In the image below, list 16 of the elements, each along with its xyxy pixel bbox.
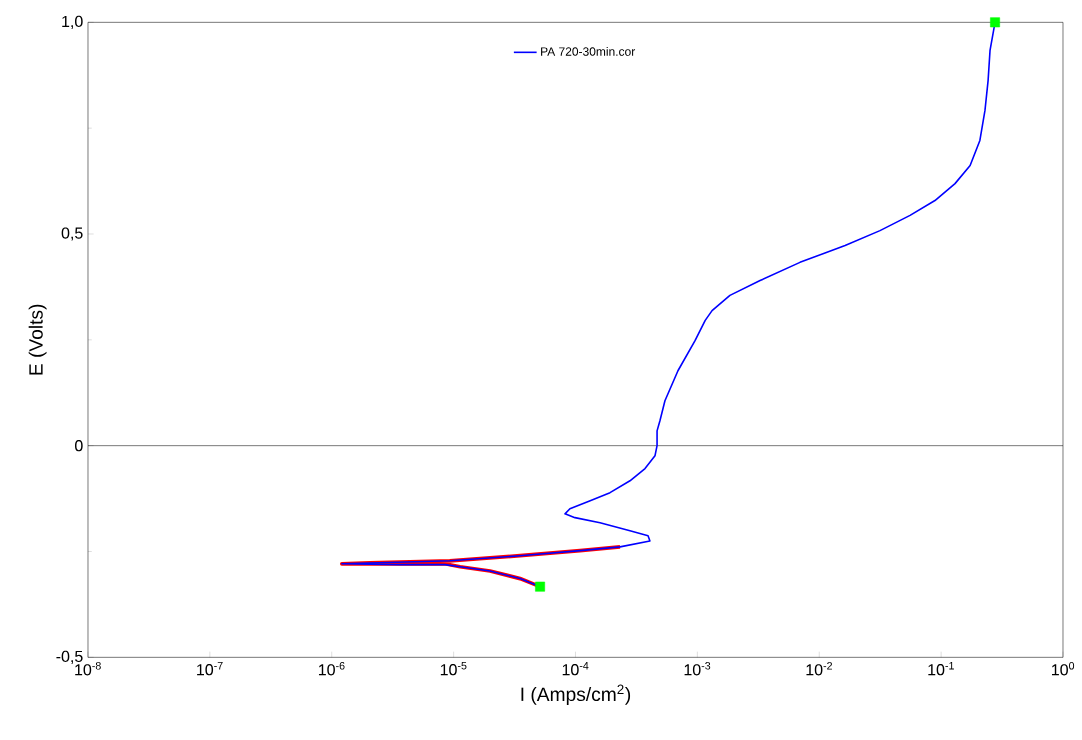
x-tick-label: 10$^{-5}$ [440,662,467,676]
x-tick-label: 10$^{-4}$ [562,662,589,676]
y-tick-label: 0,5 [61,227,83,241]
x-tick-label: 10$^{-6}$ [318,662,345,676]
x-tick-label: 10$^{-7}$ [197,662,223,676]
legend-label: PA 720-30min.cor [541,46,636,56]
y-tick-label: 0 [75,440,83,452]
x-axis-title: I (Amps/cm$^{2}$) [521,684,631,705]
x-tick-label: 10$^{-8}$ [75,662,101,676]
x-tick-label: 10$^{-1}$ [928,662,954,676]
y-tick-label: -0,5 [56,650,83,664]
x-tick-label: 10$^{-2}$ [806,662,833,676]
x-tick-label: 10$^{0}$ [1052,662,1075,676]
x-tick-label: 10$^{-3}$ [684,662,711,676]
y-tick-label: 1,0 [62,15,83,29]
y-axis-title: E (Volts) [28,304,47,375]
